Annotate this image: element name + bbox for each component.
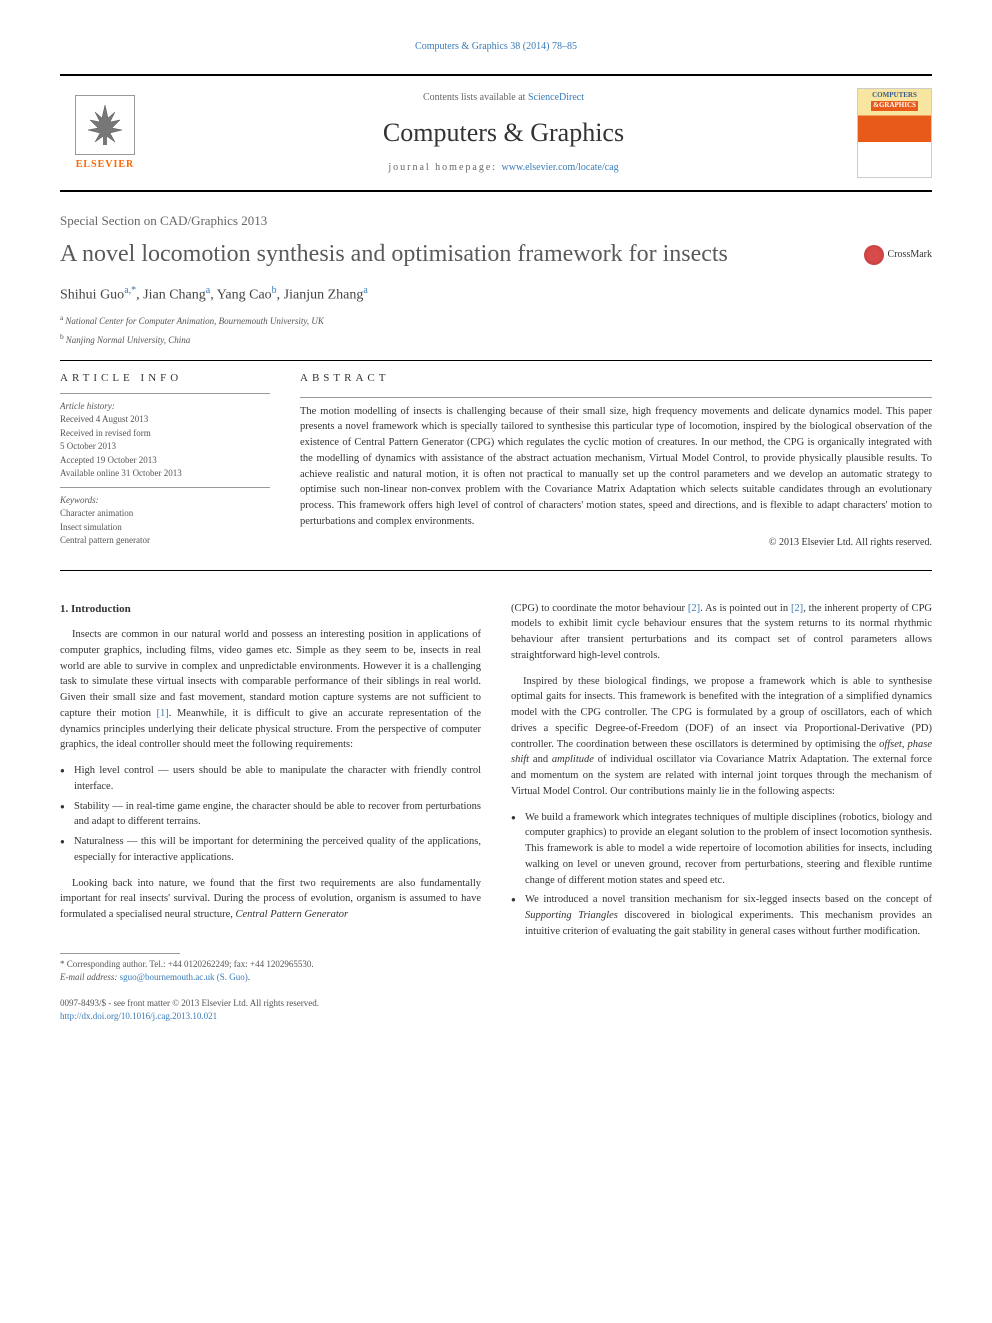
keywords-block: Keywords: Character animation Insect sim…	[60, 494, 270, 548]
para-3b: . As is pointed out in	[700, 603, 791, 614]
revised-line1: Received in revised form	[60, 427, 270, 441]
paper-title: A novel locomotion synthesis and optimis…	[60, 238, 728, 272]
author-2: , Jian Chang	[136, 287, 206, 302]
para-4-i3: amplitude	[552, 754, 594, 765]
para-3: (CPG) to coordinate the motor behaviour …	[511, 601, 932, 664]
divider-mid	[60, 570, 932, 571]
crossmark-badge[interactable]: CrossMark	[864, 245, 932, 265]
bullet-2: Stability — in real-time game engine, th…	[60, 799, 481, 831]
cover-title-1: COMPUTERS	[872, 91, 917, 101]
corresponding-author: * Corresponding author. Tel.: +44 012026…	[60, 958, 481, 972]
bullet-3: Naturalness — this will be important for…	[60, 834, 481, 866]
contrib-2a: We introduced a novel transition mechani…	[525, 894, 932, 905]
section-1-heading: 1. Introduction	[60, 601, 481, 618]
affiliation-b: bNanjing Normal University, China	[60, 332, 932, 347]
sciencedirect-link[interactable]: ScienceDirect	[528, 92, 584, 103]
cover-title-2: &GRAPHICS	[871, 101, 918, 111]
email-line: E-mail address: sguo@bournemouth.ac.uk (…	[60, 971, 481, 985]
homepage-link[interactable]: www.elsevier.com/locate/cag	[502, 162, 619, 173]
ref-link-2a[interactable]: [2]	[688, 603, 700, 614]
info-rule-1	[60, 393, 270, 394]
para-4: Inspired by these biological findings, w…	[511, 674, 932, 800]
title-row: A novel locomotion synthesis and optimis…	[60, 238, 932, 272]
contents-line: Contents lists available at ScienceDirec…	[150, 91, 857, 105]
divider-top	[60, 360, 932, 361]
issn-line: 0097-8493/$ - see front matter © 2013 El…	[60, 997, 481, 1011]
article-info-col: ARTICLE INFO Article history: Received 4…	[60, 371, 270, 549]
crossmark-label: CrossMark	[888, 248, 932, 262]
abstract-col: ABSTRACT The motion modelling of insects…	[300, 371, 932, 549]
para-2: Looking back into nature, we found that …	[60, 876, 481, 923]
abstract-heading: ABSTRACT	[300, 371, 932, 386]
abstract-rule	[300, 397, 932, 398]
article-info-heading: ARTICLE INFO	[60, 371, 270, 386]
aff-a-text: National Center for Computer Animation, …	[65, 316, 324, 326]
author-list: Shihui Guoa,*, Jian Changa, Yang Caob, J…	[60, 284, 932, 305]
aff-b-sup: b	[60, 332, 64, 341]
author-1: Shihui Guo	[60, 287, 124, 302]
received-date: Received 4 August 2013	[60, 413, 270, 427]
online-date: Available online 31 October 2013	[60, 467, 270, 481]
journal-cover-thumb: COMPUTERS &GRAPHICS	[857, 88, 932, 178]
contrib-2-ital: Supporting Triangles	[525, 910, 618, 921]
para-4a: Inspired by these biological findings, w…	[511, 676, 932, 750]
ref-link-1[interactable]: [1]	[157, 708, 169, 719]
contents-prefix: Contents lists available at	[423, 92, 528, 103]
contributions-list: We build a framework which integrates te…	[511, 810, 932, 940]
doi-link[interactable]: http://dx.doi.org/10.1016/j.cag.2013.10.…	[60, 1011, 217, 1021]
crossmark-icon	[864, 245, 884, 265]
para-4c: and	[529, 754, 552, 765]
revised-line2: 5 October 2013	[60, 440, 270, 454]
keywords-label: Keywords:	[60, 494, 270, 508]
keyword-3: Central pattern generator	[60, 534, 270, 548]
footer-block: * Corresponding author. Tel.: +44 012026…	[60, 953, 481, 1024]
footer-rule	[60, 953, 180, 954]
section-label: Special Section on CAD/Graphics 2013	[60, 212, 932, 230]
author-4: , Jianjun Zhang	[277, 287, 364, 302]
article-history: Article history: Received 4 August 2013 …	[60, 400, 270, 481]
author-3: , Yang Cao	[210, 287, 271, 302]
homepage-line: journal homepage: www.elsevier.com/locat…	[150, 161, 857, 175]
page-header-ref: Computers & Graphics 38 (2014) 78–85	[60, 40, 932, 54]
info-abstract-row: ARTICLE INFO Article history: Received 4…	[60, 371, 932, 549]
homepage-prefix: journal homepage:	[388, 162, 501, 173]
info-rule-2	[60, 487, 270, 488]
elsevier-tree-icon	[75, 95, 135, 155]
aff-a-sup: a	[60, 313, 63, 322]
author-4-sup: a	[363, 285, 367, 296]
accepted-date: Accepted 19 October 2013	[60, 454, 270, 468]
contrib-1: We build a framework which integrates te…	[511, 810, 932, 889]
keyword-1: Character animation	[60, 507, 270, 521]
email-link[interactable]: sguo@bournemouth.ac.uk (S. Guo)	[120, 972, 248, 982]
right-column: (CPG) to coordinate the motor behaviour …	[511, 601, 932, 1024]
journal-header-box: ELSEVIER Contents lists available at Sci…	[60, 74, 932, 192]
journal-center-block: Contents lists available at ScienceDirec…	[150, 91, 857, 175]
abstract-text: The motion modelling of insects is chall…	[300, 404, 932, 530]
keyword-2: Insect simulation	[60, 521, 270, 535]
contrib-2: We introduced a novel transition mechani…	[511, 892, 932, 939]
para-4-i1: offset	[879, 739, 902, 750]
para-2-ital: Central Pattern Generator	[236, 909, 349, 920]
elsevier-wordmark: ELSEVIER	[76, 158, 135, 172]
journal-title: Computers & Graphics	[150, 115, 857, 151]
left-column: 1. Introduction Insects are common in ou…	[60, 601, 481, 1024]
affiliation-a: aNational Center for Computer Animation,…	[60, 313, 932, 328]
para-1a: Insects are common in our natural world …	[60, 629, 481, 719]
para-3a: (CPG) to coordinate the motor behaviour	[511, 603, 688, 614]
bullet-1: High level control — users should be abl…	[60, 763, 481, 795]
aff-b-text: Nanjing Normal University, China	[66, 335, 191, 345]
requirements-list: High level control — users should be abl…	[60, 763, 481, 866]
abstract-copyright: © 2013 Elsevier Ltd. All rights reserved…	[300, 536, 932, 550]
ref-link-2b[interactable]: [2]	[791, 603, 803, 614]
elsevier-logo: ELSEVIER	[60, 88, 150, 178]
email-label: E-mail address:	[60, 972, 120, 982]
author-1-sup: a,*	[124, 285, 136, 296]
history-label: Article history:	[60, 400, 270, 414]
body-columns: 1. Introduction Insects are common in ou…	[60, 601, 932, 1024]
para-1: Insects are common in our natural world …	[60, 627, 481, 753]
